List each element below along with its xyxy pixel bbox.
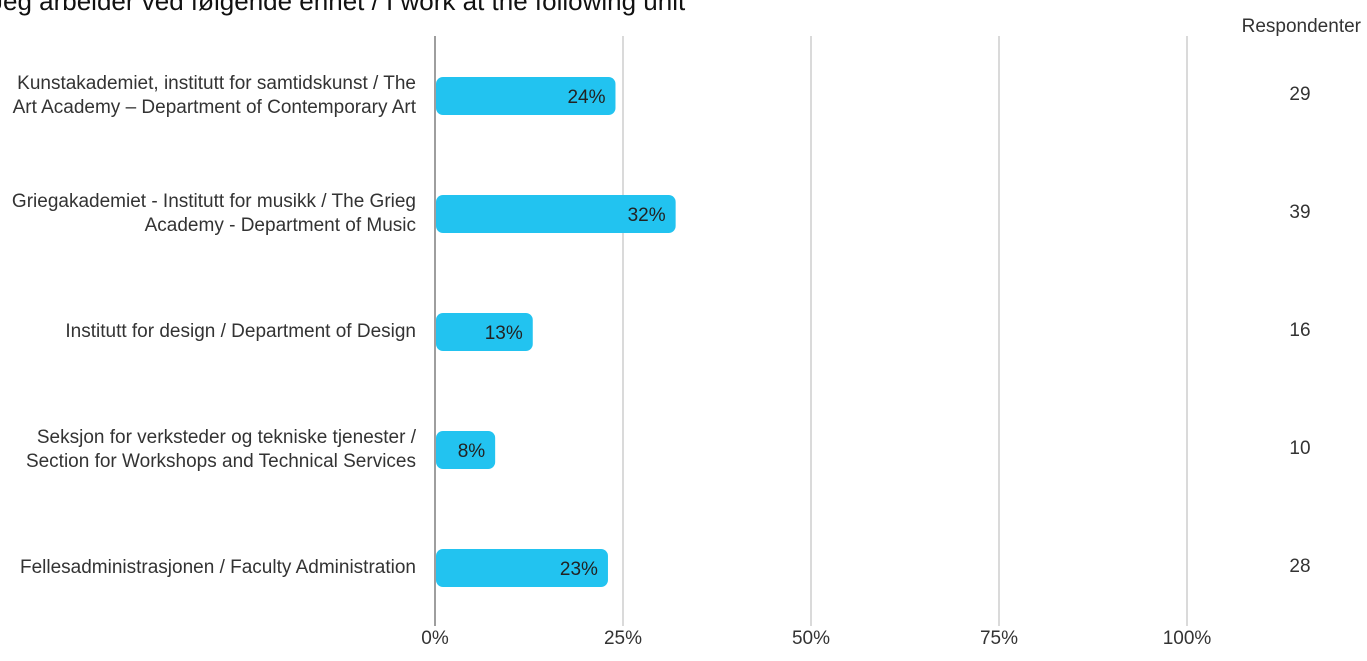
bar	[436, 431, 496, 469]
bar	[436, 77, 616, 115]
respondent-count: 16	[1289, 320, 1311, 341]
category-label: Seksjon for verksteder og tekniske tjene…	[25, 427, 416, 472]
respondents-header: Respondenter	[1241, 16, 1361, 37]
x-tick-label: 75%	[979, 628, 1019, 649]
respondent-count: 10	[1289, 438, 1311, 459]
bar	[436, 549, 608, 587]
category-label: Fellesadministrasjonen / Faculty Adminis…	[19, 557, 416, 578]
respondent-count: 29	[1289, 84, 1311, 105]
bar-value-label: 24%	[567, 87, 605, 108]
bar-value-label: 8%	[458, 441, 486, 462]
x-tick-label: 100%	[1162, 628, 1212, 649]
chart-title: Jeg arbeider ved følgende enhet / I work…	[0, 0, 686, 16]
bar-value-label: 13%	[485, 323, 523, 344]
respondent-count: 28	[1289, 556, 1311, 577]
bar	[436, 313, 533, 351]
bar-value-label: 23%	[560, 559, 598, 580]
x-tick-label: 25%	[603, 628, 643, 649]
bar-value-label: 32%	[628, 205, 666, 226]
bar	[436, 195, 676, 233]
x-tick-label: 50%	[791, 628, 831, 649]
category-label: Kunstakademiet, institutt for samtidskun…	[12, 73, 416, 118]
x-tick-label: 0%	[421, 628, 449, 649]
category-label: Institutt for design / Department of Des…	[65, 321, 416, 342]
category-label: Griegakademiet - Institutt for musikk / …	[11, 191, 416, 236]
respondent-count: 39	[1289, 202, 1311, 223]
